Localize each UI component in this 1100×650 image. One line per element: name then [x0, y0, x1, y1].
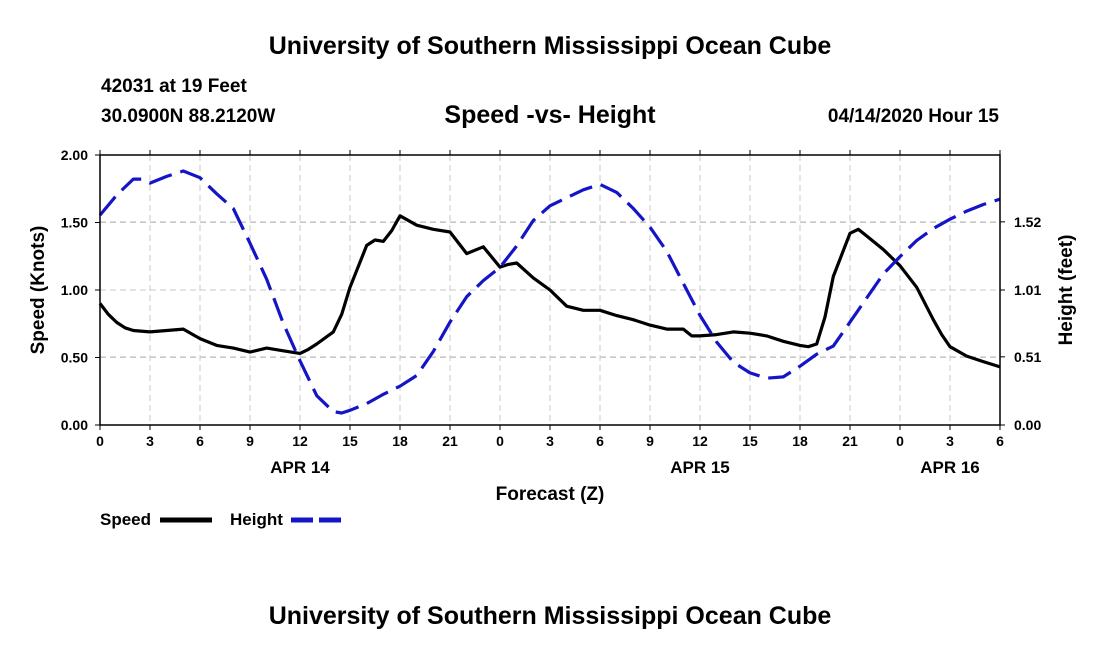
date-label: APR 15: [670, 458, 730, 477]
x-tick-label: 3: [146, 433, 154, 449]
x-tick-label: 9: [646, 433, 654, 449]
date-label: APR 16: [920, 458, 980, 477]
x-tick-label: 6: [196, 433, 204, 449]
x-tick-label: 15: [742, 433, 758, 449]
x-tick-label: 0: [896, 433, 904, 449]
x-tick-label: 3: [546, 433, 554, 449]
right-tick-label: 0.51: [1014, 349, 1041, 365]
page-title: University of Southern Mississippi Ocean…: [268, 32, 832, 60]
x-tick-label: 15: [342, 433, 358, 449]
legend-label-height: Height: [230, 510, 283, 529]
left-axis-label: Speed (Knots): [28, 226, 49, 355]
footer-title: University of Southern Mississippi Ocean…: [268, 602, 832, 630]
legend-label-speed: Speed: [100, 510, 151, 529]
station-label: 42031 at 19 Feet: [101, 76, 247, 97]
height-series-line: [98, 169, 1001, 415]
x-tick-label: 21: [442, 433, 458, 449]
speed-series-line: [98, 214, 1001, 369]
chart-subtitle: Speed -vs- Height: [444, 101, 656, 129]
left-tick-label: 1.50: [61, 215, 88, 231]
left-tick-label: 1.00: [61, 282, 88, 298]
x-tick-label: 3: [946, 433, 954, 449]
x-tick-label: 9: [246, 433, 254, 449]
date-label: APR 14: [270, 458, 330, 477]
x-tick-label: 12: [292, 433, 308, 449]
plot-frame: [99, 154, 1001, 426]
right-axis-label: Height (feet): [1056, 235, 1077, 346]
datetime-label: 04/14/2020 Hour 15: [827, 106, 999, 127]
x-tick-label: 6: [596, 433, 604, 449]
right-tick-label: 1.01: [1014, 282, 1041, 298]
x-tick-label: 18: [392, 433, 408, 449]
left-tick-label: 0.50: [61, 350, 88, 366]
location-label: 30.0900N 88.2120W: [101, 106, 276, 127]
x-tick-label: 0: [96, 433, 104, 449]
right-tick-label: 1.52: [1014, 214, 1041, 230]
x-tick-label: 6: [996, 433, 1004, 449]
left-tick-label: 2.00: [61, 147, 88, 163]
x-tick-label: 12: [692, 433, 708, 449]
x-axis-label: Forecast (Z): [496, 484, 605, 505]
x-tick-label: 21: [842, 433, 858, 449]
x-tick-label: 0: [496, 433, 504, 449]
right-tick-label: 0.00: [1014, 417, 1041, 433]
left-tick-label: 0.00: [61, 417, 88, 433]
x-tick-label: 18: [792, 433, 808, 449]
